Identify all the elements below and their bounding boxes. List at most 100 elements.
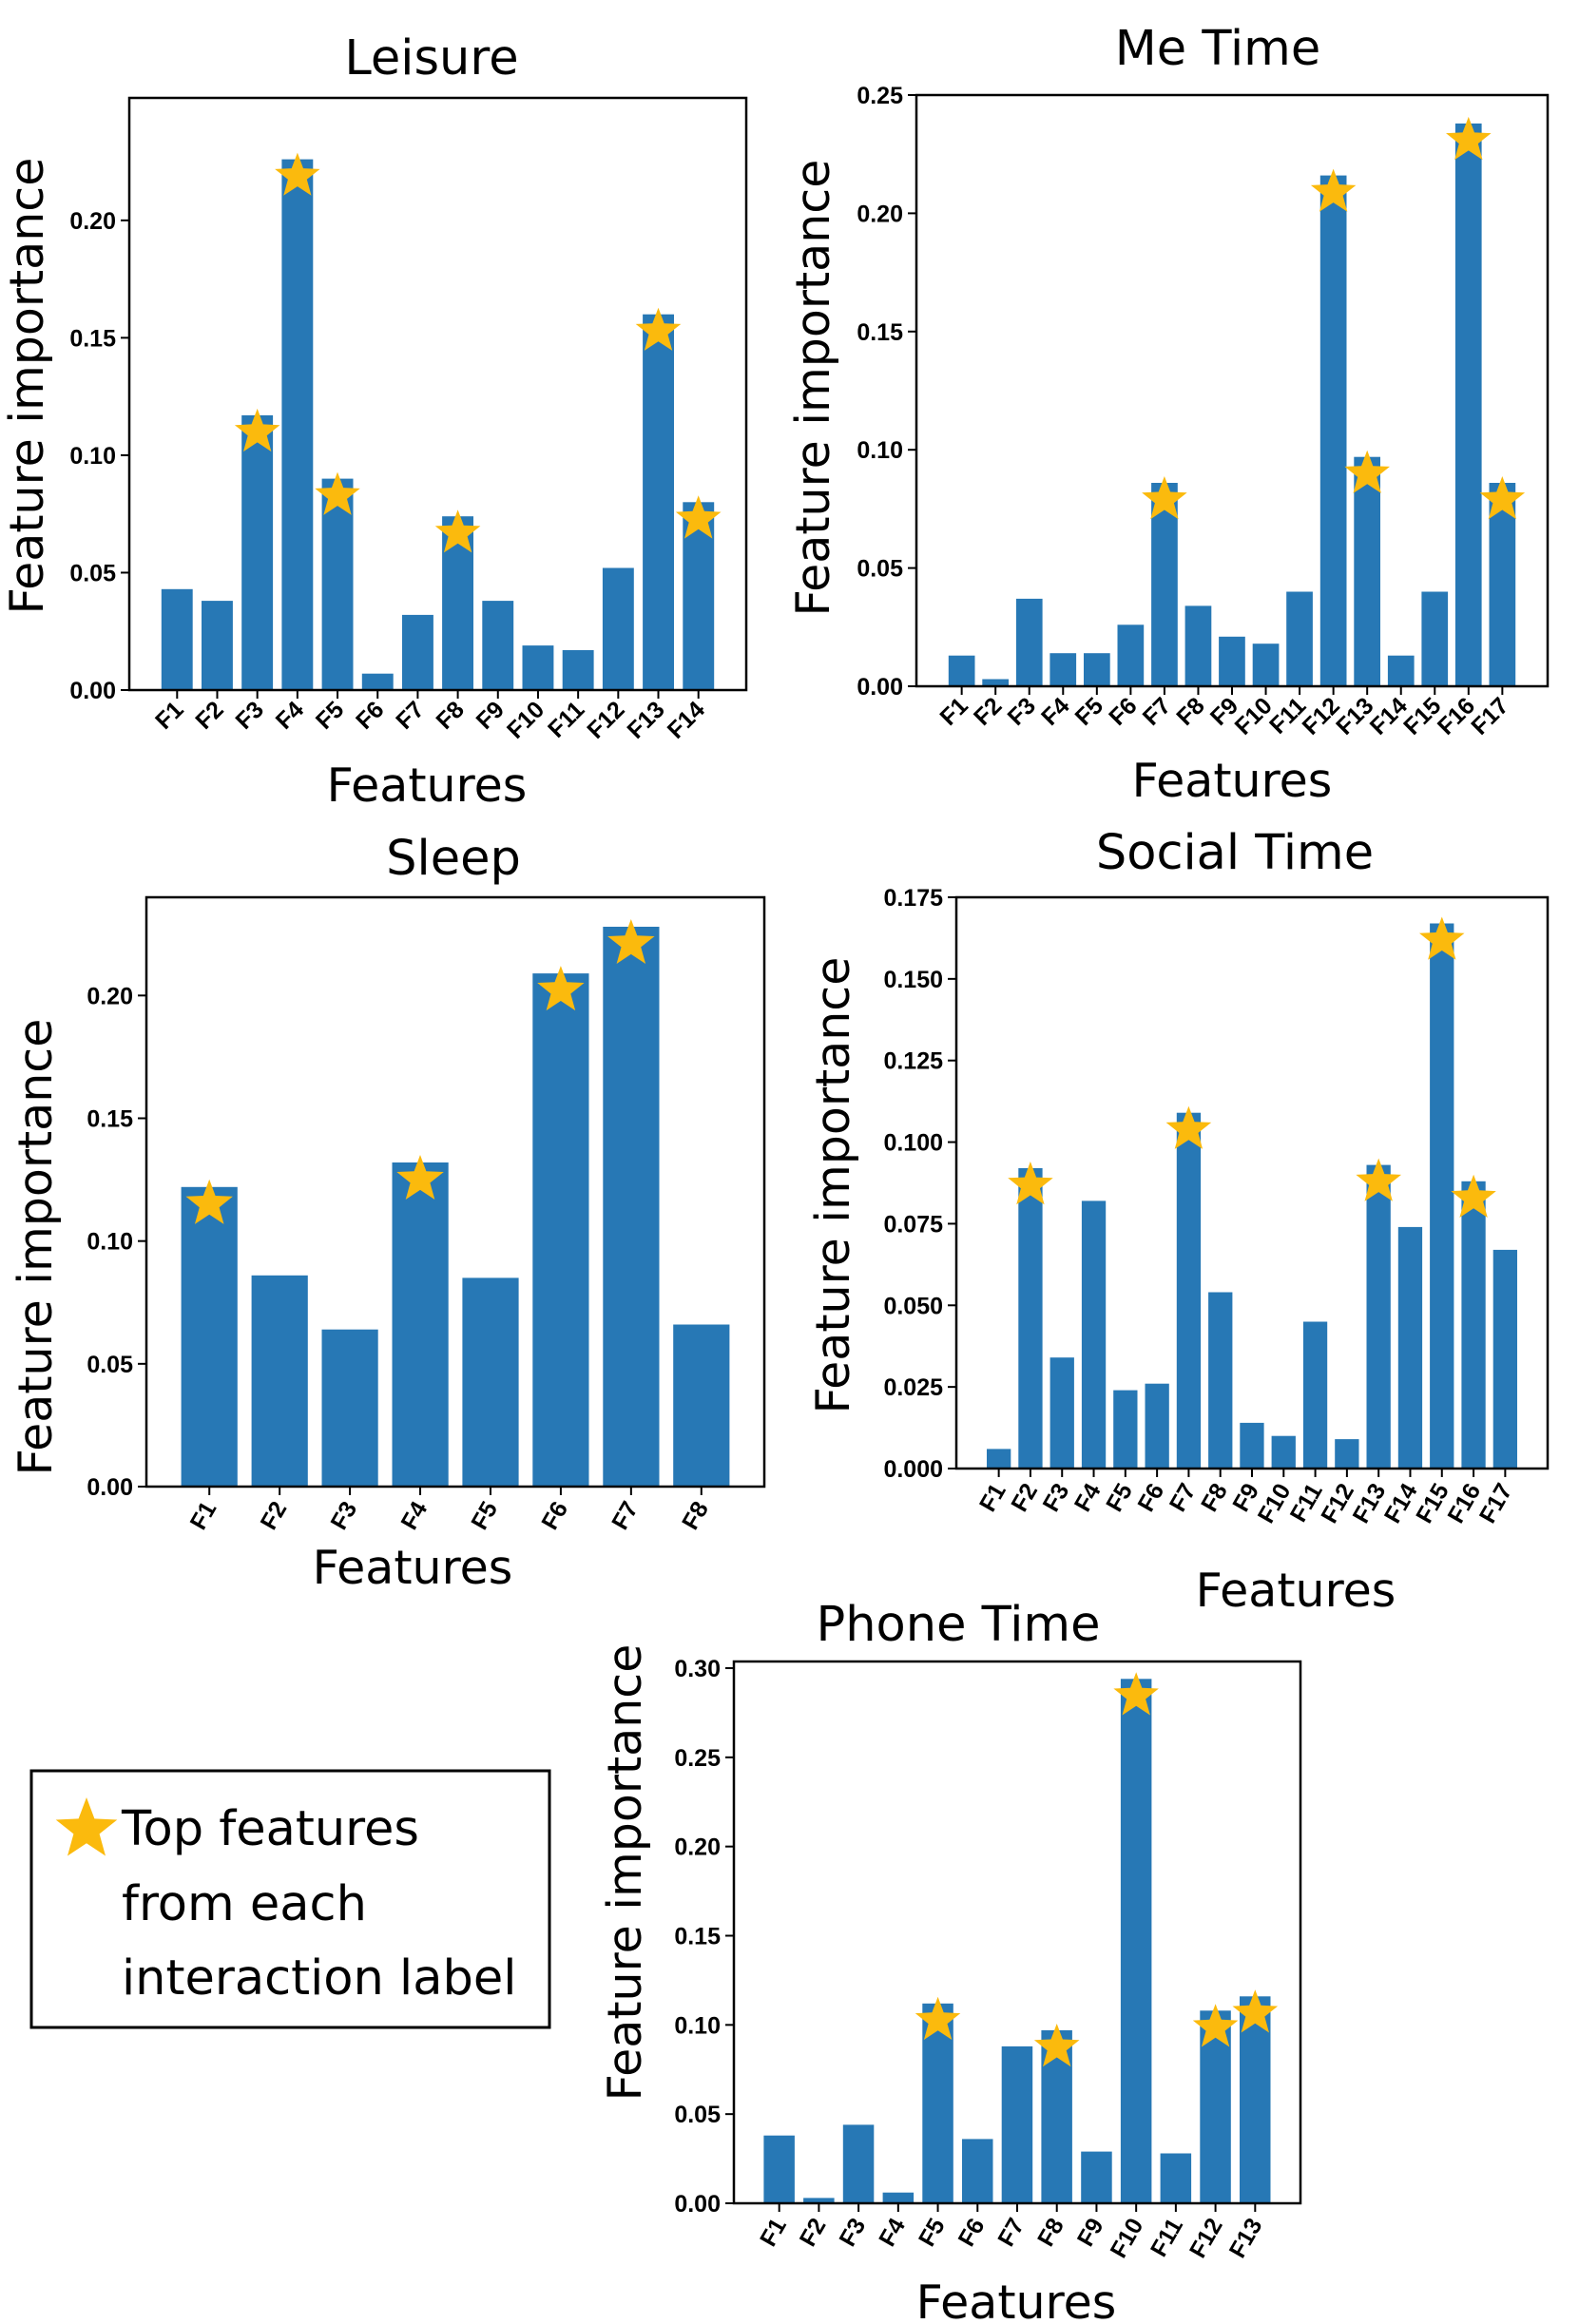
x-tick-label: F1	[185, 1497, 222, 1534]
highlight-stars	[234, 152, 722, 553]
y-tick-label: 0.150	[883, 967, 943, 993]
x-tick-label: F6	[1104, 692, 1142, 730]
bar-f8	[673, 1324, 730, 1487]
y-tick-label: 0.075	[883, 1211, 943, 1238]
star-icon	[1451, 1174, 1496, 1218]
star-icon	[1446, 116, 1492, 161]
x-tick-label: F5	[311, 696, 349, 734]
bar-f17	[1492, 1249, 1517, 1469]
bar-f4	[1049, 653, 1077, 686]
star-icon	[607, 919, 655, 964]
y-tick-label: 0.000	[883, 1456, 943, 1483]
x-tick-label: F3	[325, 1497, 362, 1534]
star-icon	[1033, 2024, 1080, 2067]
star-icon	[1232, 1989, 1279, 2033]
bar-f10	[1252, 643, 1280, 686]
x-axis-label: Features	[327, 759, 528, 813]
x-tick-label: F1	[974, 1479, 1011, 1516]
bar-f7	[402, 614, 433, 690]
x-tick-label: F8	[1171, 692, 1209, 730]
x-tick-label: F10	[502, 696, 549, 743]
bar-f1	[987, 1449, 1011, 1469]
y-tick-label: 0.025	[883, 1374, 943, 1401]
bar-f3	[1049, 1357, 1074, 1469]
bars	[161, 159, 715, 691]
bar-f4	[1081, 1200, 1107, 1469]
star-icon	[1419, 916, 1465, 960]
plot-frame	[915, 93, 1550, 688]
y-tick-label: 0.10	[69, 443, 116, 470]
bar-f6	[1117, 624, 1145, 686]
y-tick-label: 0.050	[883, 1293, 943, 1319]
chart-sleep: Sleep Feature importance Features 0.000.…	[9, 831, 766, 1595]
x-tick-label: F5	[914, 2214, 951, 2251]
y-ticks: 0.00 0.05 0.10 0.15 0.20	[69, 208, 129, 704]
star-icon	[1008, 1162, 1053, 1205]
y-tick-label: 0.00	[857, 674, 903, 701]
star-icon	[1192, 2004, 1239, 2047]
y-tick-label: 0.05	[69, 560, 116, 586]
x-tick-label: F6	[351, 696, 389, 734]
bar-f11	[1302, 1321, 1328, 1469]
bar-f2	[251, 1275, 308, 1487]
bar-f14	[1387, 655, 1415, 686]
bar-f3	[842, 2124, 875, 2203]
x-tick-label: F7	[1138, 692, 1176, 730]
bars	[948, 123, 1516, 687]
legend-line-1: Top features	[121, 1801, 419, 1857]
y-tick-label: 0.20	[674, 1834, 721, 1861]
bar-f8	[1184, 605, 1212, 686]
y-ticks: 0.00 0.05 0.10 0.15 0.20	[87, 983, 146, 1501]
bar-f9	[1240, 1422, 1264, 1469]
y-tick-label: 0.00	[674, 2191, 721, 2218]
bars	[763, 1679, 1271, 2203]
y-tick-label: 0.05	[857, 556, 903, 583]
chart-social-time: Social Time Feature importance Features …	[806, 825, 1550, 1618]
legend: Top features from each interaction label	[29, 1769, 551, 2029]
x-tick-label: F3	[1003, 692, 1041, 730]
plot-frame	[127, 96, 748, 692]
star-icon	[1344, 450, 1390, 493]
x-tick-label: F2	[256, 1497, 293, 1534]
chart-me-time: Me Time Feature importance Features 0.00…	[786, 21, 1550, 808]
highlight-stars	[185, 919, 655, 1224]
y-tick-label: 0.05	[87, 1352, 133, 1378]
y-ticks: 0.00 0.05 0.10 0.15 0.20 0.25	[857, 83, 916, 701]
star-icon	[1113, 1672, 1159, 1716]
x-tick-label: F5	[1070, 692, 1108, 730]
bar-f10	[1271, 1435, 1296, 1469]
x-tick-label: F11	[543, 696, 589, 742]
x-tick-label: F2	[1006, 1479, 1043, 1516]
bar-f15	[1430, 923, 1454, 1469]
legend-box	[29, 1769, 551, 2029]
x-tick-label: F5	[466, 1497, 503, 1534]
x-tick-label: F7	[992, 2214, 1030, 2251]
x-tick-label: F14	[663, 696, 710, 743]
bar-f9	[1219, 636, 1245, 686]
bar-f2	[803, 2198, 835, 2203]
chart-title: Phone Time	[816, 1597, 1100, 1653]
bar-f10	[1120, 1679, 1152, 2203]
star-icon	[675, 495, 722, 539]
x-axis-label: Features	[1132, 754, 1333, 808]
chart-title: Leisure	[344, 30, 518, 86]
bar-f6	[361, 673, 394, 690]
star-icon	[1356, 1158, 1401, 1201]
x-tick-label: F9	[1072, 2214, 1109, 2251]
x-tick-label: F6	[1132, 1479, 1169, 1516]
y-tick-label: 0.00	[69, 678, 116, 704]
bar-f12	[602, 567, 634, 690]
bars	[987, 923, 1517, 1469]
legend-line-3: interaction label	[122, 1950, 516, 2007]
y-tick-label: 0.175	[883, 885, 943, 912]
y-tick-label: 0.20	[87, 983, 133, 1009]
x-tick-label: F7	[1165, 1479, 1202, 1516]
y-tick-label: 0.15	[69, 325, 116, 352]
x-tick-label: F4	[1036, 692, 1074, 730]
x-tick-label: F8	[1196, 1479, 1233, 1516]
bar-f1	[181, 1186, 238, 1487]
y-axis-label: Feature importance	[0, 158, 54, 615]
y-axis-label: Feature importance	[9, 1019, 63, 1476]
x-tick-label: F7	[391, 696, 429, 734]
